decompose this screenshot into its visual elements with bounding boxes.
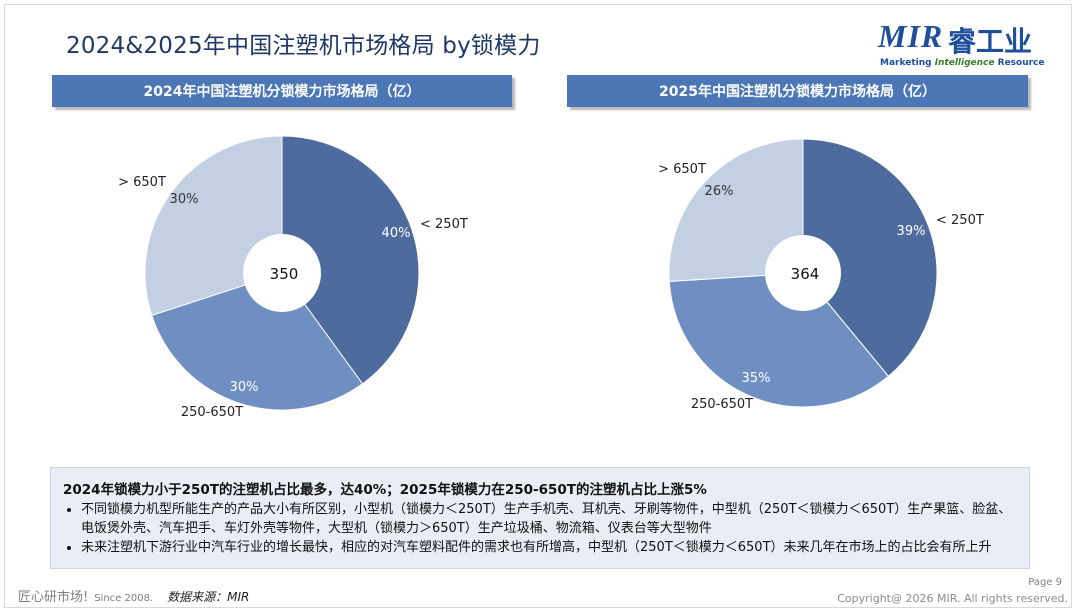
- slice-percent-label: 30%: [230, 380, 259, 395]
- slice-category-label: < 250T: [936, 213, 984, 228]
- slide-frame: [4, 4, 1072, 608]
- page-number: Page 9: [1028, 577, 1062, 588]
- pie-total-label: 350: [270, 265, 299, 283]
- pie-slice: [668, 272, 890, 408]
- pie-total-label: 364: [791, 265, 820, 283]
- data-source: 数据来源：MIR: [167, 590, 250, 604]
- slice-percent-label: 40%: [382, 226, 411, 241]
- logo-chinese-name: 睿工业: [948, 25, 1033, 58]
- slice-percent-label: 35%: [742, 371, 771, 386]
- footer-since: Since 2008.: [94, 593, 154, 604]
- slice-category-label: > 650T: [658, 162, 706, 177]
- slice-category-label: > 650T: [118, 175, 166, 190]
- logo-brand: MIR: [878, 18, 944, 54]
- summary-box: 2024年锁模力小于250T的注塑机占比最多，达40%；2025年锁模力在250…: [50, 467, 1030, 569]
- chart-header-2025: 2025年中国注塑机分锁模力市场格局（亿）: [567, 75, 1028, 107]
- pie-slice: [668, 138, 804, 282]
- page-title: 2024&2025年中国注塑机市场格局 by锁模力: [66, 33, 541, 59]
- summary-headline: 2024年锁模力小于250T的注塑机占比最多，达40%；2025年锁模力在250…: [63, 482, 707, 498]
- slice-category-label: 250-650T: [181, 405, 243, 420]
- chart-header-2024: 2024年中国注塑机分锁模力市场格局（亿）: [52, 75, 512, 107]
- slice-category-label: < 250T: [420, 217, 468, 232]
- slice-percent-label: 39%: [897, 224, 926, 239]
- footer-brand: 匠心研市场! Since 2008. 数据来源：MIR: [18, 586, 249, 605]
- pie-slice: [802, 138, 938, 377]
- pie-slice: [281, 135, 420, 385]
- slice-percent-label: 30%: [170, 192, 199, 207]
- copyright: Copyright@ 2026 MIR. All rights reserved…: [837, 592, 1068, 605]
- summary-bullet: 不同锁模力机型所能生产的产品大小有所区别，小型机（锁模力＜250T）生产手机壳、…: [81, 500, 1017, 538]
- pie-center-hole: [765, 235, 841, 311]
- summary-bullet: 未来注塑机下游行业中汽车行业的增长最快，相应的对汽车塑料配件的需求也有所增高，中…: [81, 538, 1017, 557]
- footer-slogan: 匠心研市场!: [18, 590, 89, 605]
- pie-center-hole: [243, 234, 321, 312]
- slice-category-label: 250-650T: [691, 397, 753, 412]
- summary-bullets: 不同锁模力机型所能生产的产品大小有所区别，小型机（锁模力＜250T）生产手机壳、…: [63, 500, 1017, 557]
- pie-slice: [151, 272, 364, 411]
- slice-percent-label: 26%: [705, 184, 734, 199]
- mir-logo: MIR 睿工业 Marketing Intelligence Resource: [878, 18, 1045, 72]
- logo-tagline: Marketing Intelligence Resource: [880, 58, 1045, 68]
